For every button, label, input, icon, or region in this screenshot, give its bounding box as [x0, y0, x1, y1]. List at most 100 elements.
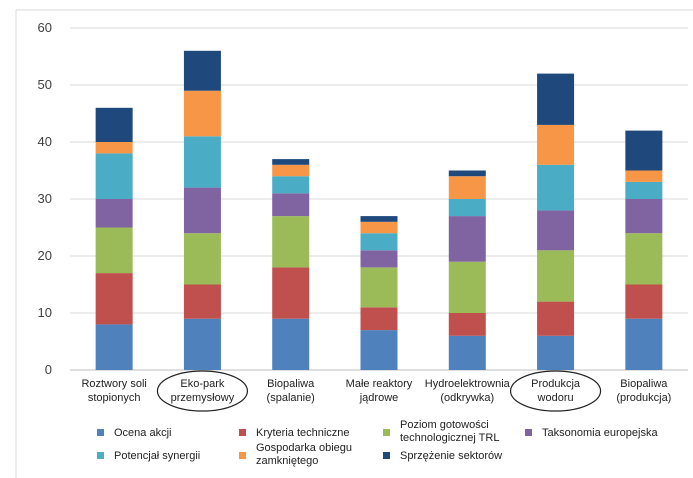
- bar-segment: [95, 273, 133, 325]
- legend-label-line: Sprzężenie sektorów: [400, 450, 502, 462]
- category-highlight-circle: [509, 370, 602, 412]
- bar-segment: [625, 233, 663, 285]
- category-label-line: Hydroelektrownia: [425, 378, 511, 390]
- legend-label-line: Kryteria techniczne: [256, 427, 350, 439]
- category-label-line: Biopaliwa: [267, 378, 315, 390]
- bar-segment: [360, 330, 398, 370]
- category-label-line: Eko-park: [180, 378, 225, 390]
- legend-swatch: [239, 429, 246, 436]
- bar-segment: [448, 176, 486, 199]
- legend-label-line: technologicznej TRL: [400, 432, 499, 444]
- bar-segment: [625, 199, 663, 234]
- legend-swatch: [525, 429, 532, 436]
- bar-segment: [625, 181, 663, 199]
- x-axis: Roztwory soli stopionych Eko-park przemysło…: [81, 370, 671, 412]
- bar-segment: [625, 170, 663, 182]
- category-label: Eko-park przemysłowy: [171, 378, 235, 404]
- bar-segment: [448, 199, 486, 217]
- legend: Ocena akcji Kryteria techniczne Poziom got…: [97, 419, 658, 467]
- legend-label: Taksonomia europejska: [542, 427, 658, 439]
- bar-segment: [625, 318, 663, 370]
- bar-segment: [537, 301, 575, 336]
- bar-segment: [360, 267, 398, 308]
- bars: [95, 50, 663, 370]
- bar-segment: [360, 250, 398, 268]
- bar-segment: [183, 187, 221, 234]
- y-tick-label: 40: [38, 134, 52, 149]
- category-label: Hydroelektrownia (odkrywka): [425, 378, 511, 404]
- category-label-line: Biopaliwa: [620, 378, 668, 390]
- bar-segment: [360, 307, 398, 331]
- legend-label-line: Taksonomia europejska: [542, 427, 658, 439]
- category-label-line: Małe reaktory: [346, 378, 413, 390]
- bar-segment: [360, 221, 398, 234]
- bar-segment: [448, 216, 486, 262]
- bar-segment: [537, 164, 575, 211]
- category-label-line: Produkcja: [531, 378, 581, 390]
- category-label: Produkcja wodoru: [531, 378, 581, 404]
- legend-swatch: [97, 452, 104, 459]
- category-label-line: (odkrywka): [440, 392, 494, 404]
- bar-segment: [95, 107, 133, 142]
- bar-segment: [537, 250, 575, 302]
- legend-label-line: zamkniętego: [256, 455, 318, 467]
- chart-frame: [15, 9, 693, 478]
- bar-segment: [448, 335, 486, 370]
- bar-segment: [360, 216, 398, 222]
- bar-segment: [183, 50, 221, 91]
- legend-label: Sprzężenie sektorów: [400, 450, 502, 462]
- category-label: Małe reaktory jądrowe: [346, 378, 413, 404]
- category-label-line: (produkcja): [616, 392, 671, 404]
- legend-swatch: [97, 429, 104, 436]
- bar-segment: [183, 318, 221, 370]
- bar-segment: [95, 153, 133, 199]
- category-label-line: wodoru: [537, 392, 574, 404]
- category-label-line: przemysłowy: [171, 392, 235, 404]
- bar-segment: [95, 324, 133, 370]
- bar-segment: [272, 267, 310, 319]
- bar-segment: [448, 261, 486, 313]
- bar-segment: [272, 159, 310, 165]
- category-label: Biopaliwa (spalanie): [267, 378, 316, 404]
- legend-label: Gospodarka obiegu zamkniętego: [256, 442, 352, 467]
- category-highlight-circle: [156, 370, 249, 412]
- bar-segment: [95, 142, 133, 154]
- category-label: Roztwory soli stopionych: [81, 378, 146, 404]
- bar-segment: [448, 170, 486, 177]
- legend-label-line: Gospodarka obiegu: [256, 442, 352, 454]
- bar-segment: [183, 90, 221, 137]
- y-tick-label: 10: [38, 305, 52, 320]
- category-label-line: (spalanie): [267, 392, 315, 404]
- bar-segment: [272, 216, 310, 268]
- y-tick-label: 20: [38, 248, 52, 263]
- bar-segment: [95, 227, 133, 274]
- legend-label: Ocena akcji: [114, 427, 171, 439]
- legend-label-line: Poziom gotowości: [400, 419, 489, 431]
- bar-segment: [537, 73, 575, 125]
- bar-segment: [625, 284, 663, 319]
- y-axis: 0 10 20 30 40 50 60: [38, 20, 52, 377]
- bar-segment: [537, 335, 575, 370]
- legend-swatch: [383, 452, 390, 459]
- legend-swatch: [383, 429, 390, 436]
- bar-segment: [537, 124, 575, 165]
- y-tick-label: 30: [38, 191, 52, 206]
- bar-segment: [95, 199, 133, 228]
- category-label-line: jądrowe: [359, 392, 399, 404]
- bar-segment: [183, 233, 221, 285]
- category-label-line: Roztwory soli: [81, 378, 146, 390]
- bar-segment: [272, 176, 310, 194]
- bar-segment: [360, 233, 398, 251]
- bar-segment: [183, 136, 221, 188]
- bar-segment: [537, 210, 575, 251]
- bar-segment: [272, 164, 310, 177]
- legend-swatch: [239, 452, 246, 459]
- bar-segment: [272, 193, 310, 217]
- y-tick-label: 50: [38, 77, 52, 92]
- category-label: Biopaliwa (produkcja): [616, 378, 671, 404]
- legend-label: Potencjał synergii: [114, 450, 200, 462]
- legend-label-line: Potencjał synergii: [114, 450, 200, 462]
- y-tick-label: 0: [45, 362, 52, 377]
- category-label-line: stopionych: [88, 392, 141, 404]
